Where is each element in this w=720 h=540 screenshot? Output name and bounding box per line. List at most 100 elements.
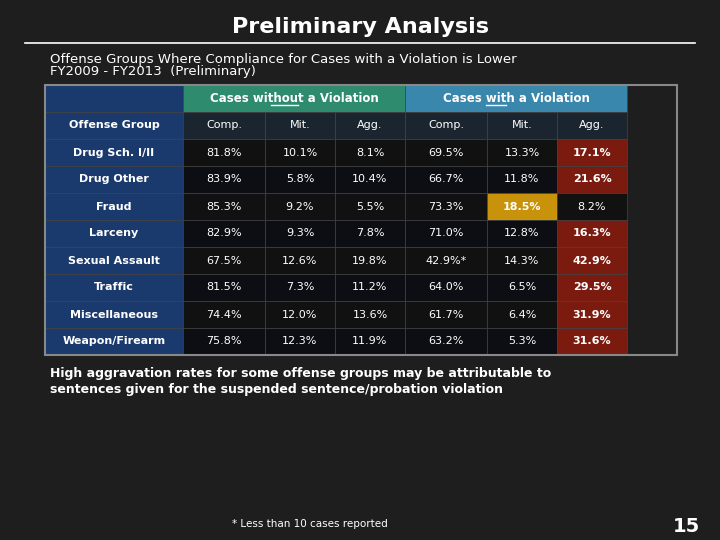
Bar xyxy=(265,247,335,274)
Bar xyxy=(405,166,487,193)
Text: 5.5%: 5.5% xyxy=(356,201,384,212)
Text: 13.3%: 13.3% xyxy=(505,147,539,158)
Bar xyxy=(335,247,405,274)
Bar xyxy=(183,112,265,139)
Bar xyxy=(557,220,627,247)
Bar xyxy=(45,274,183,301)
Bar xyxy=(405,328,487,355)
Text: Preliminary Analysis: Preliminary Analysis xyxy=(232,17,488,37)
Text: sentences given for the suspended sentence/probation violation: sentences given for the suspended senten… xyxy=(50,383,503,396)
Text: Fraud: Fraud xyxy=(96,201,132,212)
Text: 14.3%: 14.3% xyxy=(504,255,540,266)
Bar xyxy=(557,193,627,220)
Bar xyxy=(557,247,627,274)
Text: 81.8%: 81.8% xyxy=(206,147,242,158)
Text: 9.3%: 9.3% xyxy=(286,228,314,239)
Text: 13.6%: 13.6% xyxy=(352,309,387,320)
Text: 31.9%: 31.9% xyxy=(572,309,611,320)
Bar xyxy=(265,301,335,328)
Text: 83.9%: 83.9% xyxy=(206,174,242,185)
Bar xyxy=(487,301,557,328)
Text: 7.3%: 7.3% xyxy=(286,282,314,293)
Text: Miscellaneous: Miscellaneous xyxy=(70,309,158,320)
Text: 12.6%: 12.6% xyxy=(282,255,318,266)
Bar xyxy=(265,274,335,301)
Text: 75.8%: 75.8% xyxy=(206,336,242,347)
Text: 61.7%: 61.7% xyxy=(428,309,464,320)
Bar xyxy=(45,166,183,193)
Text: FY2009 - FY2013  (Preliminary): FY2009 - FY2013 (Preliminary) xyxy=(50,65,256,78)
Text: 17.1%: 17.1% xyxy=(572,147,611,158)
Bar xyxy=(405,274,487,301)
Bar xyxy=(405,193,487,220)
Text: 12.8%: 12.8% xyxy=(504,228,540,239)
Bar xyxy=(183,193,265,220)
Bar xyxy=(335,166,405,193)
Bar xyxy=(265,139,335,166)
Bar xyxy=(487,139,557,166)
Bar xyxy=(405,247,487,274)
Bar xyxy=(45,220,183,247)
Text: Offense Group: Offense Group xyxy=(68,120,159,131)
Text: Mit.: Mit. xyxy=(512,120,532,131)
Bar xyxy=(183,328,265,355)
Text: 19.8%: 19.8% xyxy=(352,255,388,266)
Bar xyxy=(335,139,405,166)
Bar xyxy=(183,85,405,112)
Bar xyxy=(45,85,183,112)
Text: 85.3%: 85.3% xyxy=(207,201,242,212)
Text: 18.5%: 18.5% xyxy=(503,201,541,212)
Text: Drug Sch. I/II: Drug Sch. I/II xyxy=(73,147,155,158)
Bar xyxy=(265,193,335,220)
Text: 8.2%: 8.2% xyxy=(577,201,606,212)
Bar xyxy=(45,328,183,355)
Bar xyxy=(405,301,487,328)
Bar xyxy=(265,220,335,247)
Text: 10.1%: 10.1% xyxy=(282,147,318,158)
Text: Offense Groups Where Compliance for Cases with a Violation is Lower: Offense Groups Where Compliance for Case… xyxy=(50,52,517,65)
Text: 9.2%: 9.2% xyxy=(286,201,314,212)
Bar xyxy=(265,112,335,139)
Text: * Less than 10 cases reported: * Less than 10 cases reported xyxy=(232,519,388,529)
Bar xyxy=(487,166,557,193)
Text: 11.8%: 11.8% xyxy=(504,174,540,185)
Bar xyxy=(557,274,627,301)
Text: 6.5%: 6.5% xyxy=(508,282,536,293)
Bar xyxy=(557,112,627,139)
Text: 73.3%: 73.3% xyxy=(428,201,464,212)
Text: 74.4%: 74.4% xyxy=(206,309,242,320)
Text: 16.3%: 16.3% xyxy=(572,228,611,239)
Bar xyxy=(183,301,265,328)
Text: 11.2%: 11.2% xyxy=(352,282,387,293)
Bar xyxy=(45,85,677,355)
Text: Sexual Assault: Sexual Assault xyxy=(68,255,160,266)
Bar xyxy=(557,328,627,355)
Bar xyxy=(265,328,335,355)
Bar xyxy=(487,247,557,274)
Text: Comp.: Comp. xyxy=(428,120,464,131)
Text: 7.8%: 7.8% xyxy=(356,228,384,239)
Text: 12.0%: 12.0% xyxy=(282,309,318,320)
Bar xyxy=(183,220,265,247)
Bar xyxy=(405,112,487,139)
Text: Comp.: Comp. xyxy=(206,120,242,131)
Text: 66.7%: 66.7% xyxy=(428,174,464,185)
Bar xyxy=(487,193,557,220)
Bar xyxy=(183,166,265,193)
Text: Traffic: Traffic xyxy=(94,282,134,293)
Text: 67.5%: 67.5% xyxy=(207,255,242,266)
Text: 10.4%: 10.4% xyxy=(352,174,387,185)
Bar xyxy=(335,220,405,247)
Bar xyxy=(487,220,557,247)
Text: Drug Other: Drug Other xyxy=(79,174,149,185)
Bar xyxy=(183,247,265,274)
Text: 69.5%: 69.5% xyxy=(428,147,464,158)
Text: 81.5%: 81.5% xyxy=(207,282,242,293)
Bar xyxy=(45,247,183,274)
Bar xyxy=(557,166,627,193)
Bar xyxy=(557,139,627,166)
Bar xyxy=(183,139,265,166)
Text: High aggravation rates for some offense groups may be attributable to: High aggravation rates for some offense … xyxy=(50,367,552,380)
Text: 5.8%: 5.8% xyxy=(286,174,314,185)
Text: 21.6%: 21.6% xyxy=(572,174,611,185)
